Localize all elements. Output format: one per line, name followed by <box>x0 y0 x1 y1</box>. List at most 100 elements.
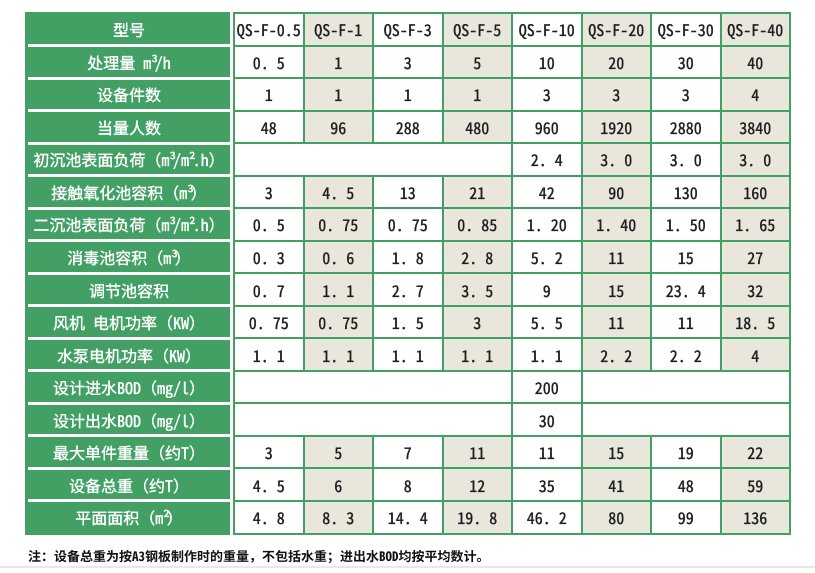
value-cell: 1. 8 <box>374 241 442 273</box>
value-cell: 11 <box>513 436 581 468</box>
value-cell: 46. 2 <box>513 501 581 533</box>
value-cell: 1 <box>304 46 372 78</box>
value-cell: 1 <box>235 79 303 110</box>
value-cell: 1. 1 <box>235 339 303 370</box>
value-cell: 19 <box>652 436 720 468</box>
value-cell: 4 <box>721 339 789 370</box>
value-cell: 30 <box>513 404 581 435</box>
value-cell: 40 <box>721 46 789 78</box>
value-cell: 23. 4 <box>652 274 720 305</box>
value-cell: 13 <box>374 176 442 208</box>
value-cell: 1 <box>304 79 372 110</box>
model-header-cell: QS-F-5 <box>443 14 511 45</box>
value-cell: 0. 85 <box>443 209 511 240</box>
label-row-separator <box>28 141 230 145</box>
value-cell: 15 <box>652 241 720 273</box>
value-cell <box>235 144 511 175</box>
value-cell: 42 <box>513 176 581 208</box>
footnote: 注：设备总重为按A3钢板制作时的重量，不包括水重；进出水BOD均按平均数计。 <box>28 546 490 565</box>
value-cell: 1. 40 <box>582 209 650 240</box>
value-cell: 7 <box>374 436 442 468</box>
model-header-cell: QS-F-40 <box>721 14 789 45</box>
model-header-cell: QS-F-3 <box>374 14 442 45</box>
value-cell: 8. 3 <box>304 501 372 533</box>
value-cell: 3. 5 <box>443 274 511 305</box>
value-cell: 1. 1 <box>374 339 442 370</box>
value-cell: 2880 <box>652 111 720 143</box>
row-label-8: 风机 电机功率（KW） <box>52 310 205 335</box>
value-cell: 22 <box>721 436 789 468</box>
value-cell: 0. 75 <box>235 306 303 338</box>
value-cell: 99 <box>652 501 720 533</box>
value-cell: 10 <box>513 46 581 78</box>
model-header-cell: QS-F-10 <box>513 14 581 45</box>
row-label-2: 当量人数 <box>96 114 161 139</box>
row-label-1: 设备件数 <box>96 82 161 107</box>
spec-table-data-grid: QS-F-0.5 QS-F-1 QS-F-3 QS-F-5 QS-F-10 QS-F-20… <box>233 12 791 535</box>
value-cell: 48 <box>235 111 303 143</box>
value-cell: 1. 1 <box>304 339 372 370</box>
label-row-separator <box>28 466 230 470</box>
label-row-separator <box>28 109 230 113</box>
value-cell: 1. 1 <box>443 339 511 370</box>
value-cell: 18. 5 <box>721 306 789 338</box>
value-cell: 200 <box>513 371 581 403</box>
value-cell: 3. 0 <box>582 144 650 175</box>
value-cell: 3 <box>443 306 511 338</box>
value-cell: 27 <box>721 241 789 273</box>
model-header-cell: QS-F-0.5 <box>235 14 303 45</box>
value-cell: 3. 0 <box>652 144 720 175</box>
label-row-separator <box>28 239 230 243</box>
row-label-3: 初沉池表面负荷（m ³/m ² .h） <box>33 147 225 172</box>
value-cell: 5. 5 <box>513 306 581 338</box>
value-cell: 11 <box>582 241 650 273</box>
value-cell: 1. 1 <box>513 339 581 370</box>
label-row-separator <box>28 336 230 340</box>
value-cell: 0. 75 <box>374 209 442 240</box>
value-cell: 5 <box>443 46 511 78</box>
value-cell <box>235 371 511 403</box>
value-cell: 480 <box>443 111 511 143</box>
value-cell: 5. 2 <box>513 241 581 273</box>
row-label-11: 设计出水BOD（mg/l） <box>52 407 205 432</box>
value-cell: 4. 8 <box>235 501 303 533</box>
label-row-separator <box>28 401 230 405</box>
model-header-cell: QS-F-30 <box>652 14 720 45</box>
value-cell: 4. 5 <box>235 469 303 500</box>
value-cell: 3 <box>513 79 581 110</box>
value-cell: 4. 5 <box>304 176 372 208</box>
value-cell: 32 <box>721 274 789 305</box>
value-cell: 19. 8 <box>443 501 511 533</box>
row-label-0: 处理量 m ³/h <box>87 49 171 74</box>
value-cell: 21 <box>443 176 511 208</box>
value-cell: 4 <box>721 79 789 110</box>
row-label-5: 二沉池表面负荷（m ³/m ² .h） <box>33 212 225 237</box>
value-cell: 11 <box>582 306 650 338</box>
value-cell: 20 <box>582 46 650 78</box>
value-cell: 80 <box>582 501 650 533</box>
label-row-separator <box>28 206 230 210</box>
label-row-separator <box>28 304 230 308</box>
value-cell: 6 <box>304 469 372 500</box>
value-cell <box>235 404 511 435</box>
value-cell: 14. 4 <box>374 501 442 533</box>
label-row-separator <box>28 434 230 438</box>
value-cell: 1. 5 <box>374 306 442 338</box>
row-label-9: 水泵电机功率（KW） <box>56 342 201 367</box>
value-cell: 2. 4 <box>513 144 581 175</box>
value-cell: 11 <box>652 306 720 338</box>
value-cell: 1920 <box>582 111 650 143</box>
value-cell: 160 <box>721 176 789 208</box>
value-cell: 288 <box>374 111 442 143</box>
row-label-6: 消毒池容积（m ³） <box>67 244 191 269</box>
value-cell: 2. 7 <box>374 274 442 305</box>
value-cell: 11 <box>443 436 511 468</box>
value-cell: 0. 5 <box>235 209 303 240</box>
value-cell: 96 <box>304 111 372 143</box>
value-cell: 130 <box>652 176 720 208</box>
value-cell: 2. 2 <box>582 339 650 370</box>
row-label-model: 型号 <box>112 17 145 42</box>
value-cell: 1. 1 <box>304 274 372 305</box>
value-cell: 5 <box>304 436 372 468</box>
row-label-10: 设计进水BOD（mg/l） <box>52 375 205 400</box>
